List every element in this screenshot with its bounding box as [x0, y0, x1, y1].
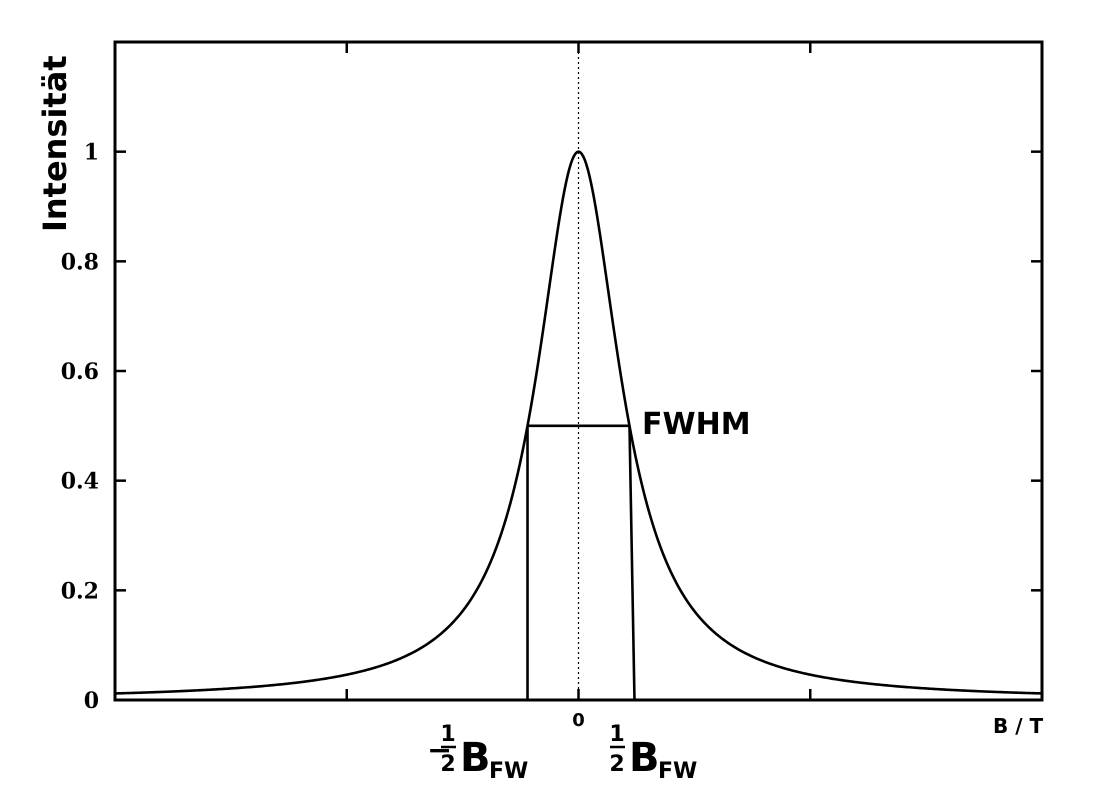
- plot-frame: [113, 40, 1044, 702]
- y-tick-label: 1: [84, 140, 99, 166]
- left-marker-subscript: FW: [489, 759, 528, 784]
- x-axis-title: B / T: [993, 714, 1043, 738]
- y-tick-label: 0: [84, 688, 99, 714]
- y-tick-label: 0.2: [61, 578, 99, 604]
- left-marker-label: − 1 2 B FW: [427, 722, 528, 784]
- right-marker-fraction-num: 1: [609, 722, 624, 747]
- right-half-width-marker: [628, 425, 636, 701]
- fwhm-label: FWHM: [642, 407, 751, 442]
- x-tick-label: 0: [572, 710, 585, 731]
- left-marker-symbol: B: [460, 735, 491, 781]
- lorentzian-curve: [114, 150, 1043, 695]
- y-tick-label: 0.4: [61, 469, 99, 495]
- right-marker-subscript: FW: [658, 759, 697, 784]
- y-tick-label: 0.8: [61, 249, 99, 275]
- y-axis-title: Intensität: [36, 55, 74, 232]
- left-marker-sign: −: [427, 733, 452, 768]
- y-tick-label: 0.6: [61, 359, 99, 385]
- right-marker-label: 1 2 B FW: [609, 722, 697, 784]
- y-axis-ticks: 0 0.2 0.4 0.6 0.8 1: [61, 140, 1042, 714]
- left-marker-fraction-num: 1: [440, 722, 455, 747]
- right-marker-fraction-den: 2: [609, 752, 624, 777]
- right-marker-symbol: B: [629, 735, 660, 781]
- left-marker-fraction-den: 2: [440, 752, 455, 777]
- x-axis-ticks: 0: [345, 42, 812, 731]
